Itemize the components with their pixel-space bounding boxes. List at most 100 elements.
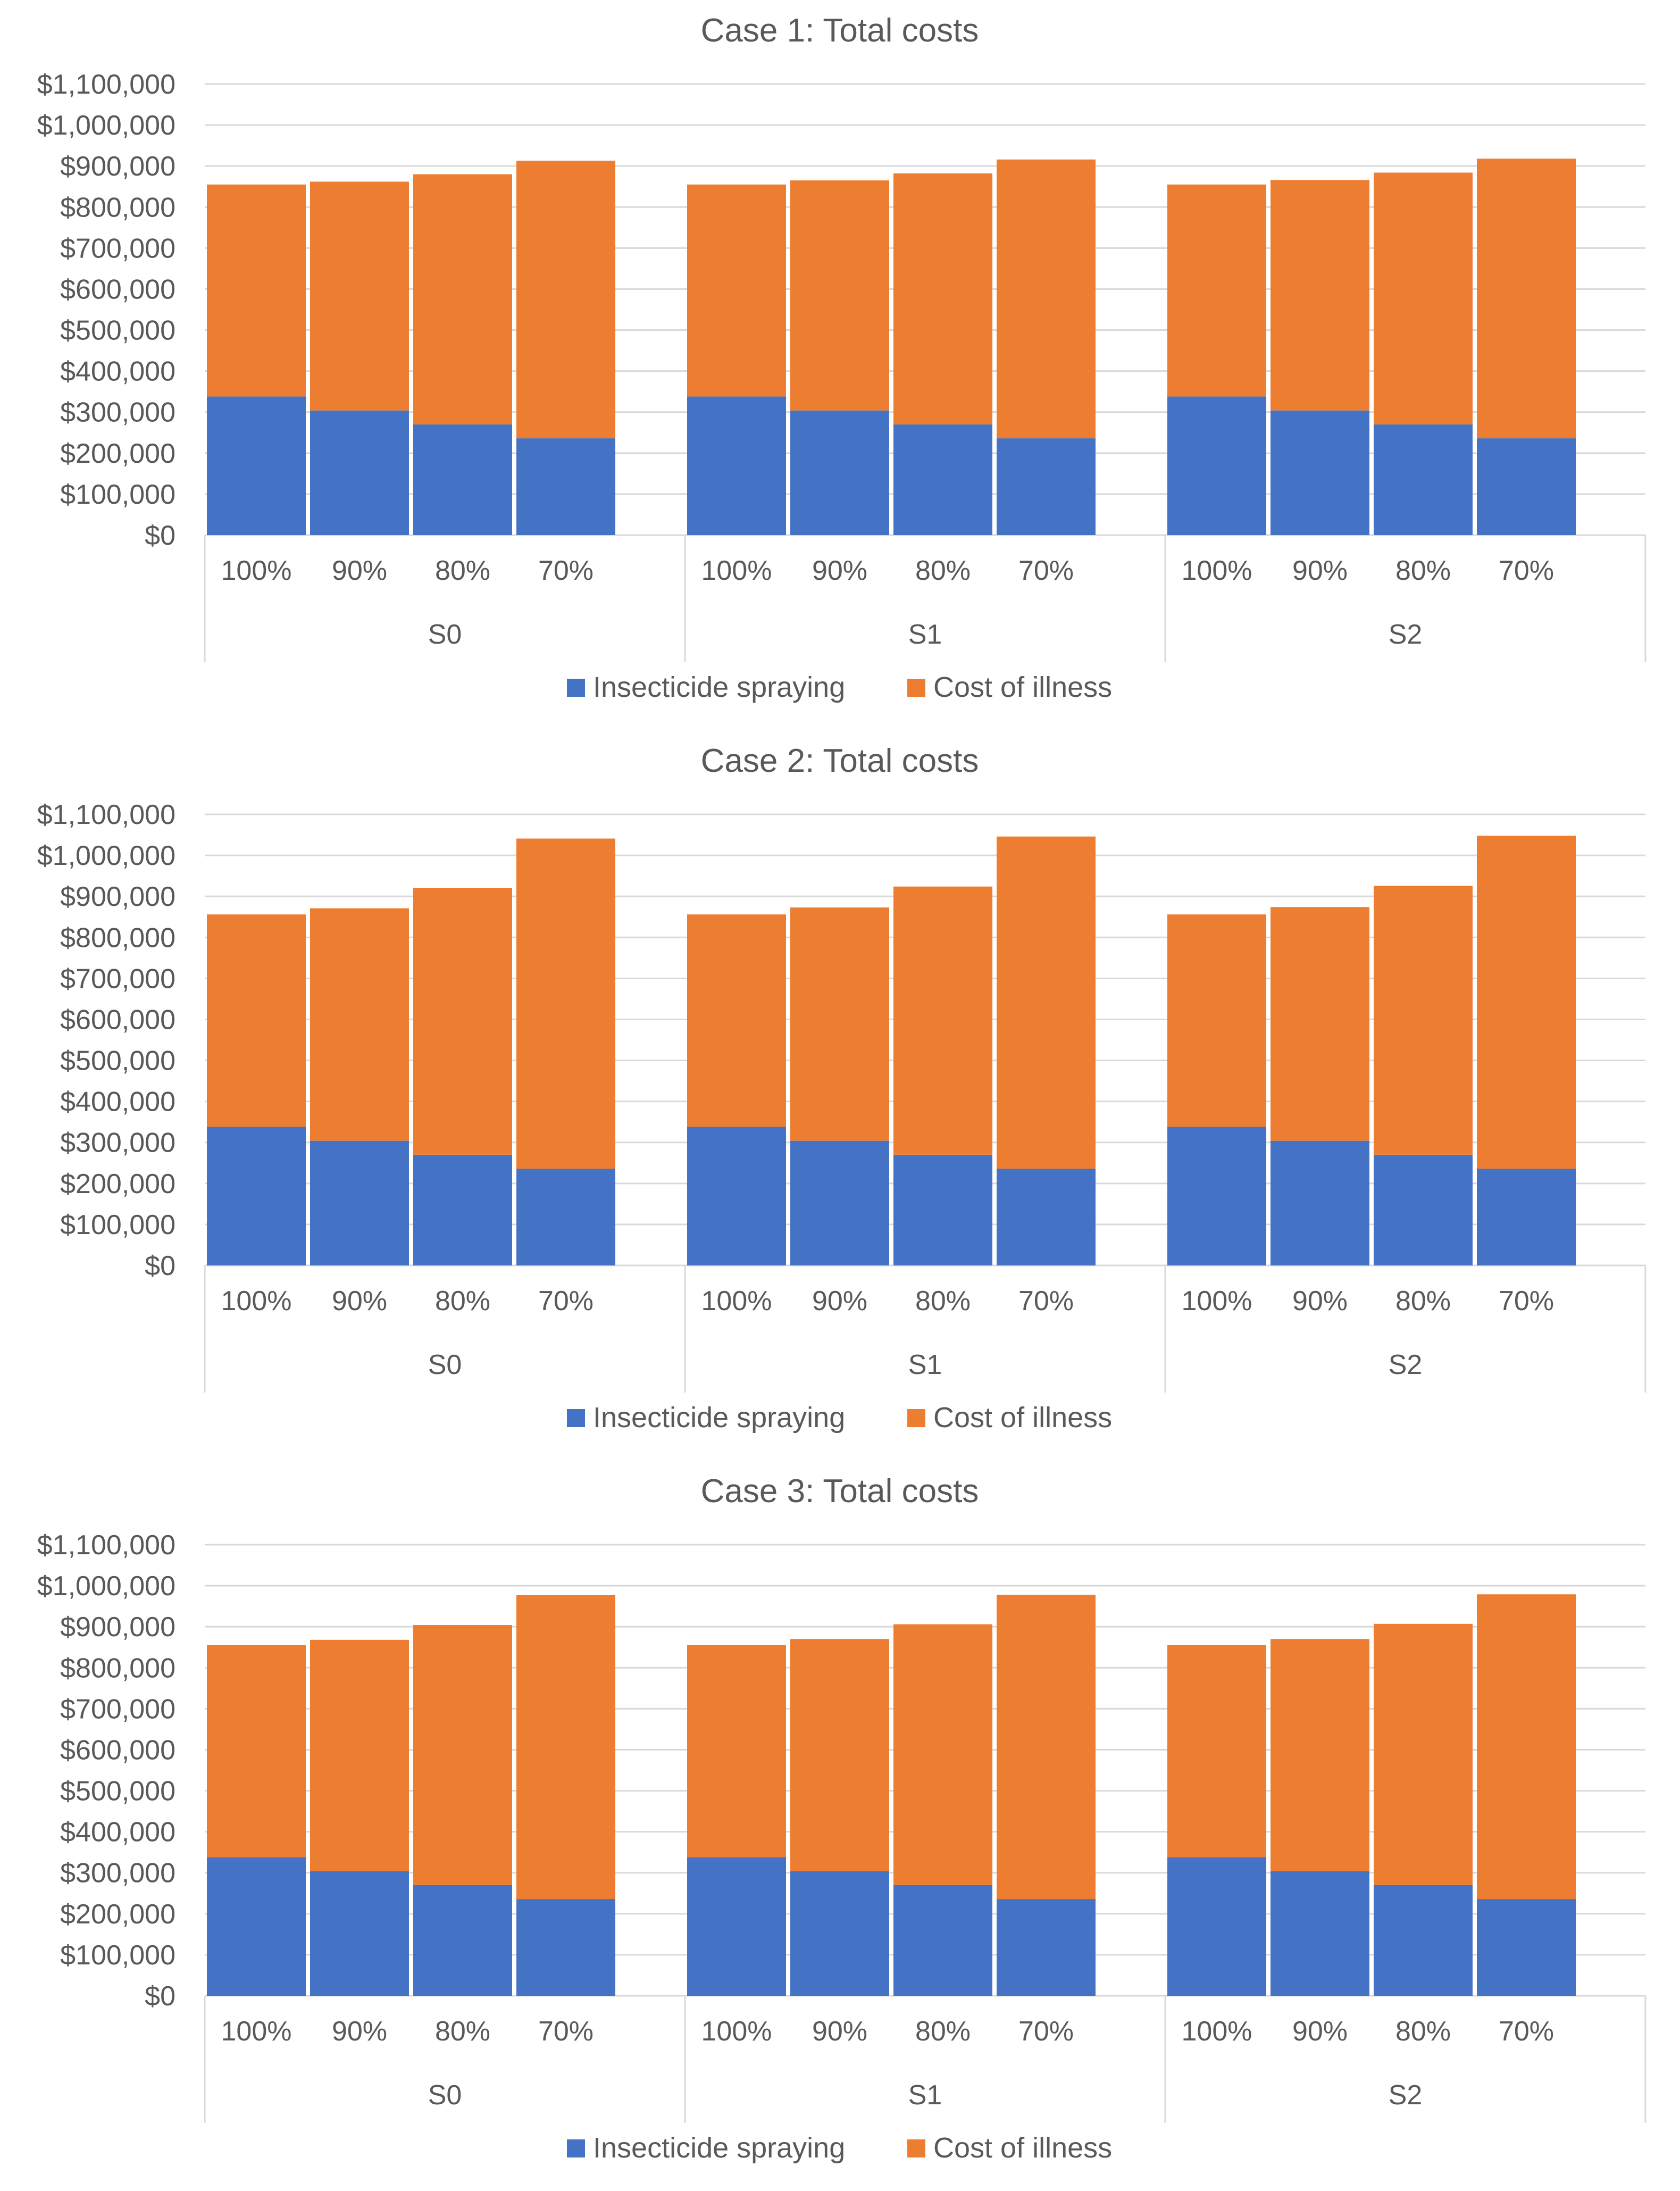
bar-insecticide-spraying <box>893 1154 992 1265</box>
y-tick-label: $800,000 <box>60 1653 175 1684</box>
x-group-label: S0 <box>428 1349 462 1380</box>
y-tick-label: $400,000 <box>60 1087 175 1118</box>
y-tick-label: $0 <box>145 1981 175 2012</box>
y-tick-label: $1,000,000 <box>37 1571 175 1602</box>
y-tick-label: $100,000 <box>60 479 175 510</box>
bar-cost-of-illness <box>207 914 306 1127</box>
bar-cost-of-illness <box>893 886 992 1155</box>
x-category-label: 70% <box>1499 555 1554 586</box>
y-tick-label: $0 <box>145 520 175 551</box>
y-tick-label: $200,000 <box>60 438 175 469</box>
legend-label: Insecticide spraying <box>593 1402 845 1434</box>
bar-insecticide-spraying <box>1167 1127 1266 1265</box>
bar-cost-of-illness <box>790 1639 889 1871</box>
bar-cost-of-illness <box>1271 180 1369 411</box>
bar-cost-of-illness <box>1271 1639 1369 1871</box>
y-tick-label: $900,000 <box>60 881 175 912</box>
legend-swatch-cost-of-illness <box>907 1409 925 1427</box>
y-tick-label: $900,000 <box>60 1612 175 1643</box>
y-tick-label: $500,000 <box>60 1046 175 1077</box>
x-category-label: 80% <box>915 1286 971 1317</box>
bar-cost-of-illness <box>516 1595 615 1900</box>
chart-title: Case 2: Total costs <box>701 743 979 779</box>
y-tick-label: $600,000 <box>60 1004 175 1035</box>
y-tick-label: $100,000 <box>60 1210 175 1240</box>
bar-cost-of-illness <box>516 161 615 439</box>
x-category-label: 100% <box>1182 1286 1252 1317</box>
bar-cost-of-illness <box>1167 184 1266 397</box>
y-tick-label: $400,000 <box>60 356 175 387</box>
bar-insecticide-spraying <box>310 1871 409 1996</box>
bar-insecticide-spraying <box>1374 424 1473 535</box>
x-category-label: 90% <box>1292 555 1348 586</box>
bar-insecticide-spraying <box>790 1871 889 1996</box>
bar-cost-of-illness <box>1167 1645 1266 1857</box>
x-group-label: S1 <box>908 2080 942 2111</box>
x-group-label: S1 <box>908 1349 942 1380</box>
bar-cost-of-illness <box>687 1645 786 1857</box>
x-category-label: 90% <box>812 2016 867 2047</box>
y-tick-label: $700,000 <box>60 1694 175 1725</box>
bar-cost-of-illness <box>790 907 889 1141</box>
bar-cost-of-illness <box>516 838 615 1169</box>
y-tick-label: $500,000 <box>60 1776 175 1807</box>
bar-insecticide-spraying <box>687 396 786 535</box>
bar-insecticide-spraying <box>310 1140 409 1265</box>
bar-cost-of-illness <box>893 1624 992 1885</box>
bar-cost-of-illness <box>1374 172 1473 424</box>
bar-cost-of-illness <box>413 174 512 424</box>
x-category-label: 70% <box>1499 2016 1554 2047</box>
x-category-label: 90% <box>1292 1286 1348 1317</box>
bar-insecticide-spraying <box>997 438 1096 535</box>
bar-cost-of-illness <box>310 908 409 1141</box>
bar-insecticide-spraying <box>1271 410 1369 535</box>
x-group-label: S2 <box>1389 2080 1423 2111</box>
x-category-label: 80% <box>1395 555 1451 586</box>
x-category-label: 70% <box>1499 1286 1554 1317</box>
y-tick-label: $900,000 <box>60 151 175 182</box>
bar-cost-of-illness <box>997 1595 1096 1900</box>
x-category-label: 70% <box>538 555 594 586</box>
y-tick-label: $200,000 <box>60 1899 175 1930</box>
x-category-label: 100% <box>701 1286 772 1317</box>
x-group-label: S1 <box>908 619 942 650</box>
legend-label: Cost of illness <box>933 671 1112 703</box>
legend-swatch-insecticide-spraying <box>567 679 585 697</box>
bar-insecticide-spraying <box>997 1169 1096 1265</box>
bar-insecticide-spraying <box>790 1140 889 1265</box>
y-tick-label: $100,000 <box>60 1940 175 1971</box>
bar-insecticide-spraying <box>207 1127 306 1265</box>
bar-insecticide-spraying <box>1167 1857 1266 1996</box>
chart-title: Case 1: Total costs <box>701 12 979 49</box>
y-tick-label: $200,000 <box>60 1169 175 1199</box>
y-tick-label: $1,000,000 <box>37 110 175 141</box>
bar-insecticide-spraying <box>687 1127 786 1265</box>
chart-title: Case 3: Total costs <box>701 1473 979 1510</box>
x-category-label: 100% <box>221 1286 292 1317</box>
legend-swatch-insecticide-spraying <box>567 2139 585 2157</box>
y-tick-label: $300,000 <box>60 1858 175 1889</box>
legend-swatch-cost-of-illness <box>907 2139 925 2157</box>
y-tick-label: $700,000 <box>60 963 175 994</box>
bar-cost-of-illness <box>413 1625 512 1885</box>
x-category-label: 100% <box>701 2016 772 2047</box>
x-category-label: 80% <box>435 2016 490 2047</box>
bar-insecticide-spraying <box>1271 1140 1369 1265</box>
x-category-label: 70% <box>1018 1286 1074 1317</box>
bar-insecticide-spraying <box>1374 1885 1473 1996</box>
bar-insecticide-spraying <box>207 1857 306 1996</box>
bar-insecticide-spraying <box>413 424 512 535</box>
bar-cost-of-illness <box>1374 886 1473 1155</box>
chart-panel-2: Case 2: Total costs $0 $100,000 $200,000 $30… <box>37 743 1646 1434</box>
bar-cost-of-illness <box>1167 914 1266 1127</box>
y-tick-label: $1,000,000 <box>37 840 175 871</box>
bar-cost-of-illness <box>1477 1594 1576 1900</box>
x-category-label: 80% <box>1395 2016 1451 2047</box>
x-group-label: S2 <box>1389 619 1423 650</box>
bar-insecticide-spraying <box>1374 1154 1473 1265</box>
bar-cost-of-illness <box>207 184 306 397</box>
legend: Insecticide spraying Cost of illness <box>567 2132 1112 2164</box>
legend-label: Cost of illness <box>933 2132 1112 2164</box>
bar-cost-of-illness <box>1374 1623 1473 1885</box>
